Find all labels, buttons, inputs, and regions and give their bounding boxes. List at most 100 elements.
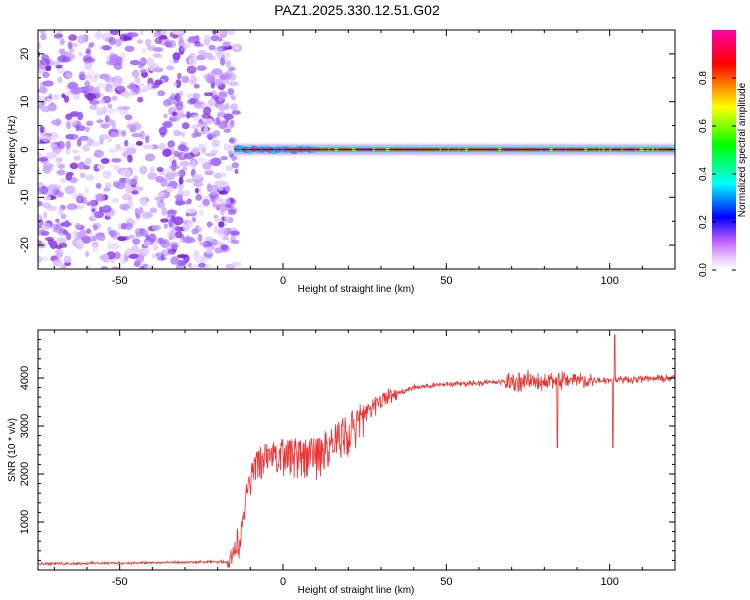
- spectrogram-noise-blob: [38, 157, 48, 162]
- spectrogram-noise-blob: [199, 210, 204, 216]
- spectrogram-noise-blob: [189, 97, 196, 104]
- spectrogram-noise-blob: [195, 194, 203, 201]
- spectrogram-noise-blob: [93, 33, 101, 39]
- spectrogram-noise-blob: [38, 218, 44, 226]
- spectrogram-noise-blob: [196, 65, 207, 71]
- spectrogram-noise-blob: [179, 90, 184, 97]
- spectrogram-noise-blob: [90, 86, 96, 95]
- spectrogram-noise-blob: [42, 80, 54, 87]
- spectrogram-noise-blob: [70, 119, 77, 126]
- spectrogram-noise-blob: [76, 239, 84, 246]
- spectrogram-noise-blob: [221, 30, 227, 37]
- spectrogram-noise-blob: [231, 94, 236, 101]
- spectrogram-noise-blob: [38, 256, 49, 261]
- spectrogram-noise-blob: [160, 178, 168, 187]
- spectrogram-noise-blob: [139, 30, 144, 36]
- colorbar-tick-label: 0.2: [698, 215, 709, 229]
- spectrogram-noise-blob: [127, 32, 139, 38]
- snr-plot-area: [38, 334, 675, 568]
- spectrogram-noise-blob: [158, 143, 166, 151]
- spectrogram-noise-blob: [94, 86, 100, 95]
- spectrogram-noise-blob: [104, 182, 112, 189]
- spectrogram-noise-blob: [167, 39, 177, 49]
- spectrogram-noise-blob: [206, 221, 212, 228]
- spectrogram-noise-blob: [104, 114, 110, 123]
- spectrogram-noise-blob: [197, 233, 203, 242]
- spectrogram-noise-blob: [217, 37, 223, 42]
- spectrogram-noise-blob: [152, 243, 159, 251]
- spectrogram-noise-blob: [220, 244, 229, 251]
- spectrogram-noise-blob: [102, 106, 107, 115]
- spectrogram-noise-blob: [155, 252, 164, 258]
- spectrogram-noise-blob: [90, 236, 95, 242]
- spectrogram-noise-blob: [50, 141, 56, 149]
- spectrogram-noise-blob: [111, 76, 123, 84]
- spectrogram-noise-blob: [177, 144, 187, 152]
- spectrogram-noise-blob: [204, 34, 212, 40]
- spectrogram-noise-blob: [125, 147, 137, 155]
- spectrogram-noise-blob: [127, 120, 133, 125]
- spectrogram-noise-blob: [231, 110, 241, 115]
- spectrogram-noise-blob: [190, 75, 197, 84]
- spectrogram-noise-blob: [172, 52, 181, 61]
- spectrogram-noise-blob: [156, 167, 164, 172]
- spectrogram-axes: -50 0 50 100 -20 -10 0 10 20: [19, 29, 676, 287]
- spectrogram-noise-blob: [172, 81, 178, 88]
- spectrogram-noise-blob: [65, 172, 72, 181]
- spectrogram-noise-blob: [65, 232, 72, 241]
- spectrogram-noise-blob: [217, 180, 229, 188]
- spectrogram-noise-blob: [107, 137, 113, 143]
- spectrogram-noise-blob: [78, 125, 86, 132]
- spectrogram-noise-blob: [64, 219, 70, 228]
- spectrogram-noise-blob: [60, 214, 67, 220]
- spectrogram-noise-blob: [219, 72, 230, 80]
- spectrogram-noise-blob: [137, 96, 144, 103]
- spectrogram-noise-blob: [223, 128, 231, 133]
- spectrogram-noise-blob: [68, 34, 77, 41]
- spectrogram-noise-blob: [229, 119, 235, 128]
- spectrogram-noise-blob: [128, 253, 140, 259]
- spectrogram-noise-blob: [192, 92, 200, 99]
- spectrogram-noise-blob: [78, 51, 84, 57]
- spectrogram-noise-blob: [177, 254, 188, 259]
- spectrogram-noise-blob: [144, 153, 156, 162]
- spectrogram-noise-blob: [69, 54, 76, 59]
- colorbar-tick-label: 0.8: [698, 71, 709, 85]
- spectrogram-noise-blob: [43, 211, 48, 219]
- spectrogram-noise-blob: [176, 184, 185, 190]
- spectrogram-noise-blob: [168, 219, 174, 228]
- spectrogram-xtick-label: 50: [440, 275, 452, 287]
- spectrogram-noise-blob: [86, 201, 91, 206]
- spectrogram-noise-blob: [231, 239, 240, 245]
- spectrogram-noise-blob: [160, 218, 169, 223]
- spectrogram-noise-blob: [84, 157, 92, 165]
- spectrogram-noise-blob: [212, 202, 218, 208]
- spectrogram-noise-blob: [225, 60, 232, 68]
- spectrogram-noise-blob: [55, 247, 64, 257]
- spectrogram-noise-blob: [82, 144, 90, 152]
- spectrogram-noise-blob: [57, 76, 63, 84]
- spectrogram-noise-blob: [140, 69, 147, 74]
- spectrogram-noise-blob: [135, 140, 143, 146]
- spectrogram-noise-blob: [140, 130, 146, 140]
- spectrogram-noise-blob: [57, 67, 65, 74]
- spectrogram-noise-blob: [46, 205, 58, 212]
- spectrogram-noise-blob: [154, 196, 164, 202]
- spectrogram-noise-blob: [115, 144, 120, 151]
- spectrogram-noise-blob: [49, 224, 60, 229]
- spectrogram-noise-blob: [192, 173, 203, 180]
- spectrogram-noise-blob: [42, 71, 50, 78]
- spectrogram-noise-blob: [39, 86, 47, 93]
- spectrogram-noise-blob: [60, 177, 67, 184]
- spectrogram-noise-blob: [86, 228, 91, 234]
- spectrogram-noise-blob: [172, 111, 178, 117]
- spectrogram-noise-blob: [45, 237, 55, 242]
- spectrogram-noise-blob: [192, 114, 200, 121]
- spectrogram-noise-blob: [230, 230, 240, 236]
- spectrogram-noise-blob: [124, 222, 133, 231]
- spectrogram-noise-blob: [169, 241, 179, 249]
- spectrogram-noise-blob: [190, 159, 197, 169]
- spectrogram-noise-blob: [139, 266, 145, 269]
- spectrogram-noise-blob: [84, 174, 95, 181]
